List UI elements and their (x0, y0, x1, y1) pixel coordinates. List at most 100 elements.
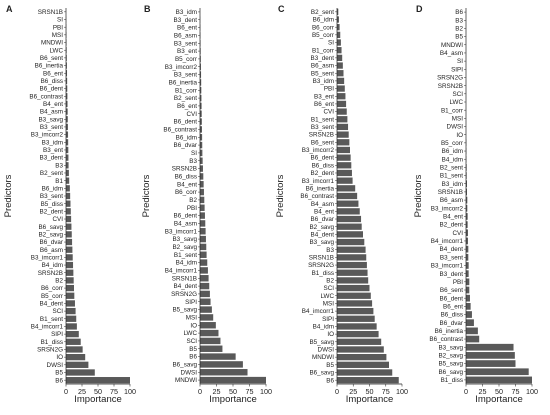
category-label: B3_imcorr2 (302, 147, 335, 154)
category-label: B3_idm (442, 181, 463, 188)
category-label: B1_corr (441, 107, 463, 114)
category-label: B3_savg (38, 116, 63, 123)
category-label: B6_asm (40, 247, 63, 254)
category-label: B6 (55, 377, 63, 384)
category-label: SRSN2B (309, 132, 334, 139)
bar-B3_imcorr1 (66, 254, 73, 260)
category-label: B2 (326, 278, 334, 285)
category-label: B1_sent (40, 316, 63, 323)
x-tick-label: 0 (335, 387, 339, 396)
category-label: SRSN2G (171, 291, 197, 298)
bar-B2_savg (200, 244, 206, 250)
category-label: B4_idm (442, 156, 463, 163)
category-label: LWC (320, 293, 334, 300)
bar-B6_dvar (337, 216, 361, 222)
bar-SRSN2B (66, 270, 73, 276)
category-label: B6_dvar (311, 216, 334, 223)
category-label: B3_savg (172, 236, 197, 243)
bar-B2_dent (337, 170, 352, 176)
category-label: SCI (324, 285, 335, 292)
category-label: B3_dent (440, 271, 464, 278)
bar-B4_dent (66, 300, 75, 306)
bar-DWSI (337, 346, 384, 352)
category-label: IO (56, 354, 63, 361)
category-label: SRSN2B (172, 166, 197, 173)
category-label: B6_asm (174, 33, 197, 40)
panel-d: DPredictorsB6B3B2B5MNDWIB4_asmSISIPISRSN… (413, 4, 538, 405)
category-label: B3_idm (176, 9, 197, 16)
category-label: CVI (53, 216, 64, 223)
category-label: B4_dent (40, 301, 64, 308)
category-label: B1_diss (441, 377, 463, 384)
category-label: SIPI (322, 316, 334, 323)
bar-B3 (200, 158, 203, 164)
category-label: B1_corr (312, 47, 334, 54)
category-label: B6_idm (42, 185, 63, 192)
bar-B6_dent (466, 295, 470, 302)
bar-B6_corr (66, 285, 74, 291)
category-label: B4_dent (440, 246, 464, 253)
category-label: DWSI (447, 124, 464, 131)
category-label: CVI (324, 109, 335, 116)
bar-B1_diss (466, 377, 532, 384)
bar-B6 (66, 377, 130, 383)
category-label: DWSI (318, 347, 335, 354)
bar-B6_corr (200, 189, 204, 195)
bar-B3_imcorr2 (337, 147, 350, 153)
category-label: B2 (189, 197, 197, 204)
category-label: B3_sent (440, 254, 463, 261)
category-label: B3_sent (40, 193, 63, 200)
bar-LWC (200, 330, 218, 336)
bar-SRSN2B (200, 165, 203, 171)
category-label: B2_sent (40, 170, 63, 177)
bar-B4_asm (200, 220, 205, 226)
bar-PBI (200, 205, 205, 211)
bar-B5 (337, 362, 389, 368)
bar-B5_diss (66, 201, 70, 207)
category-label: SRSN2B (38, 270, 63, 277)
bar-B4_imcorr1 (66, 323, 77, 329)
bar-B4_idm (337, 323, 377, 329)
x-tick-label: 100 (124, 387, 136, 396)
category-label: SIPI (451, 66, 463, 73)
bar-SIPI (337, 316, 375, 322)
bar-B6_dvar (66, 239, 72, 245)
category-label: B5_corr (175, 56, 197, 63)
category-label: B6_idm (176, 134, 197, 141)
bar-SCI (66, 308, 76, 314)
category-label: B3 (326, 247, 334, 254)
category-label: B1_sent (440, 173, 463, 180)
y-axis-title: Predictors (413, 174, 424, 217)
category-label: SRSN2B (438, 83, 463, 90)
category-label: B1_sent (311, 116, 334, 123)
bar-IO (337, 331, 379, 337)
bar-CVI (66, 216, 71, 222)
category-label: B6_contrast (300, 193, 334, 200)
category-label: B4_imcorr1 (31, 324, 64, 331)
category-label: B6_corr (312, 24, 334, 31)
bar-MNDWI (337, 354, 386, 360)
category-label: CVI (187, 111, 198, 118)
category-label: B4_imcorr1 (431, 238, 464, 245)
category-label: B6_asm (311, 63, 334, 70)
x-tick-label: 0 (464, 387, 468, 396)
bar-B4_ent (337, 208, 360, 214)
bar-SI (200, 150, 202, 156)
category-label: B5 (455, 34, 463, 41)
bar-B4_imcorr1 (337, 308, 373, 314)
category-label: B6_corr (175, 189, 197, 196)
category-label: B5_corr (312, 32, 334, 39)
category-label: B2_dent (40, 208, 64, 215)
category-label: MNDWI (175, 377, 197, 384)
category-label: B4_asm (174, 221, 197, 228)
bar-B3_savg (337, 239, 364, 245)
category-label: B6 (455, 9, 463, 16)
category-label: CVI (453, 230, 464, 237)
category-label: B3 (189, 158, 197, 165)
category-label: B4_ent (177, 181, 197, 188)
category-label: B3_dent (40, 155, 64, 162)
category-label: B6_dent (40, 86, 64, 93)
category-label: B6 (189, 354, 197, 361)
category-label: B1_corr (175, 87, 197, 94)
bar-B5 (66, 369, 95, 375)
